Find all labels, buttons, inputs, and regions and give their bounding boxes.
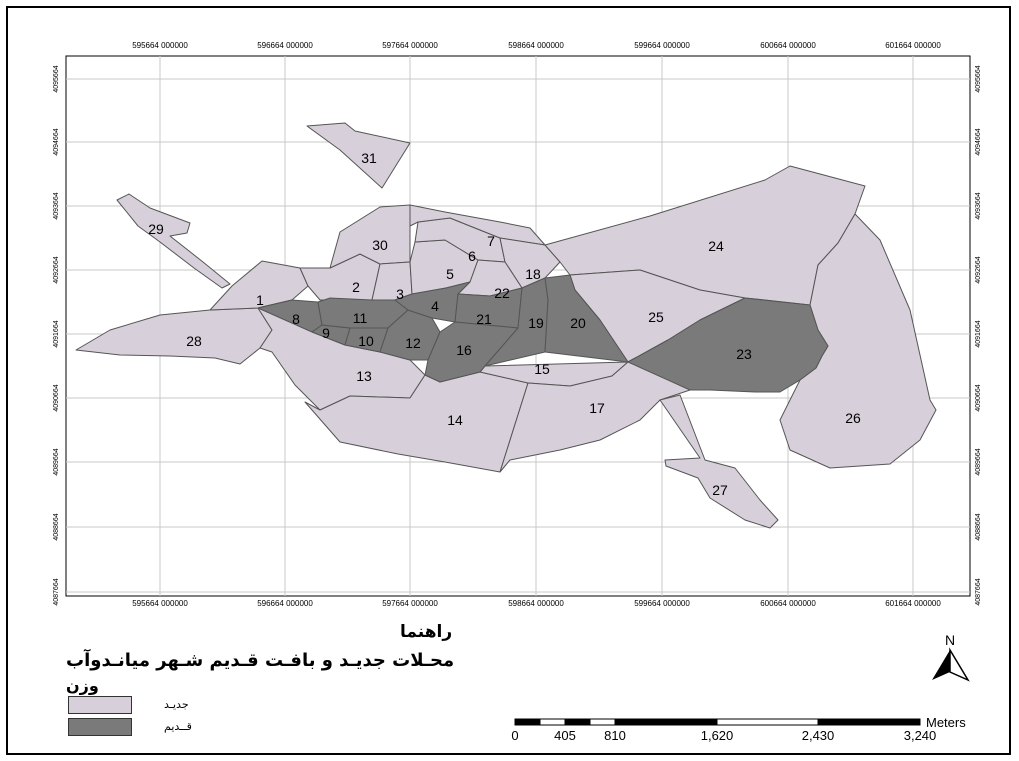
scale-label-810: 810 [604, 728, 626, 743]
neighborhood-label-31: 31 [361, 150, 377, 166]
y-tick-label: 4094664 [975, 128, 982, 155]
y-tick-label: 4089664 [53, 448, 60, 475]
neighborhood-label-30: 30 [372, 237, 388, 253]
north-label: N [945, 632, 956, 648]
neighborhood-20[interactable] [544, 274, 629, 363]
neighborhood-label-1: 1 [256, 292, 264, 308]
scale-unit: Meters [926, 715, 966, 730]
neighborhood-label-21: 21 [476, 311, 492, 327]
scale-label-3240: 3,240 [903, 728, 937, 743]
neighborhood-label-19: 19 [528, 315, 544, 331]
neighborhood-label-12: 12 [405, 335, 421, 351]
scale-label-405: 405 [554, 728, 576, 743]
neighborhood-label-10: 10 [358, 333, 374, 349]
neighborhood-23[interactable] [627, 297, 829, 393]
neighborhood-label-22: 22 [494, 285, 510, 301]
neighborhood-label-14: 14 [447, 412, 463, 428]
legend-heading: راهنما [400, 622, 453, 642]
neighborhood-label-6: 6 [468, 248, 476, 264]
x-tick-label: 596664 000000 [257, 599, 313, 608]
x-tick-label: 597664 000000 [382, 41, 438, 50]
neighborhood-label-4: 4 [431, 298, 439, 314]
neighborhood-label-25: 25 [648, 309, 664, 325]
neighborhood-label-24: 24 [708, 238, 724, 254]
scale-segment [564, 718, 591, 726]
neighborhood-label-11: 11 [353, 310, 368, 326]
neighborhood-29[interactable] [116, 193, 231, 289]
neighborhood-label-18: 18 [525, 266, 541, 282]
x-tick-label: 600664 000000 [760, 41, 816, 50]
city-map [75, 122, 937, 529]
neighborhood-label-2: 2 [352, 279, 360, 295]
neighborhood-label-15: 15 [534, 361, 550, 377]
grid-tick-labels: 595664 000000 595664 000000 596664 000000 5… [53, 41, 982, 608]
scale-segment [614, 718, 718, 726]
y-tick-label: 4087664 [53, 578, 60, 605]
neighborhood-label-8: 8 [292, 311, 300, 327]
neighborhood-31[interactable] [306, 122, 411, 189]
y-tick-label: 4091664 [975, 320, 982, 347]
neighborhood-label-5: 5 [446, 266, 454, 282]
scale-bar [514, 718, 921, 726]
y-tick-label: 4093664 [975, 192, 982, 219]
x-tick-label: 599664 000000 [634, 41, 690, 50]
scale-segment [539, 718, 566, 726]
legend-label-old: قــدیم [164, 720, 192, 733]
scale-label-2430: 2,430 [801, 728, 835, 743]
neighborhood-4[interactable] [394, 281, 471, 323]
north-arrow-icon [932, 647, 970, 682]
neighborhood-label-27: 27 [712, 482, 728, 498]
x-tick-label: 595664 000000 [132, 41, 188, 50]
x-tick-label: 599664 000000 [634, 599, 690, 608]
neighborhood-label-7: 7 [487, 233, 495, 249]
legend-swatch-new [68, 696, 132, 714]
neighborhood-label-17: 17 [589, 400, 605, 416]
x-tick-label: 598664 000000 [508, 599, 564, 608]
neighborhood-label-26: 26 [845, 410, 861, 426]
neighborhood-label-23: 23 [736, 346, 752, 362]
scale-segment [514, 718, 541, 726]
legend-swatch-old [68, 718, 132, 736]
x-tick-label: 598664 000000 [508, 41, 564, 50]
x-tick-label: 597664 000000 [382, 599, 438, 608]
y-tick-label: 4090664 [975, 384, 982, 411]
x-tick-label: 601664 000000 [885, 41, 941, 50]
neighborhood-27[interactable] [659, 394, 779, 529]
y-tick-label: 4093664 [53, 192, 60, 219]
y-tick-label: 4090664 [53, 384, 60, 411]
neighborhood-label-29: 29 [148, 221, 164, 237]
neighborhood-label-9: 9 [322, 325, 330, 341]
neighborhood-label-13: 13 [356, 368, 372, 384]
neighborhood-label-28: 28 [186, 333, 202, 349]
x-tick-label: 600664 000000 [760, 599, 816, 608]
y-tick-label: 4087664 [975, 578, 982, 605]
y-tick-label: 4089664 [975, 448, 982, 475]
y-tick-label: 4088664 [975, 513, 982, 540]
scale-segment [716, 718, 819, 726]
neighborhood-label-20: 20 [570, 315, 586, 331]
neighborhood-12[interactable] [379, 309, 441, 361]
legend-label-new: جدیـد [164, 698, 189, 711]
y-tick-label: 4091664 [53, 320, 60, 347]
x-tick-label: 596664 000000 [257, 41, 313, 50]
y-tick-label: 4094664 [53, 128, 60, 155]
scale-label-1620: 1,620 [700, 728, 734, 743]
y-tick-label: 4092664 [53, 256, 60, 283]
scale-label-0: 0 [511, 728, 519, 743]
x-tick-label: 601664 000000 [885, 599, 941, 608]
neighborhood-label-16: 16 [456, 342, 472, 358]
y-tick-label: 4092664 [975, 256, 982, 283]
y-tick-label: 4095664 [975, 65, 982, 92]
y-tick-label: 4095664 [53, 65, 60, 92]
scale-segment [589, 718, 616, 726]
scale-segment [817, 718, 921, 726]
y-tick-label: 4088664 [53, 513, 60, 540]
page-frame [6, 6, 1011, 755]
neighborhood-label-3: 3 [396, 286, 404, 302]
legend-title: محـلات جدیـد و بافـت قـدیم شـهر میانـدوآ… [66, 650, 455, 671]
legend-subtitle: وزن [66, 676, 99, 695]
x-tick-label: 595664 000000 [132, 599, 188, 608]
